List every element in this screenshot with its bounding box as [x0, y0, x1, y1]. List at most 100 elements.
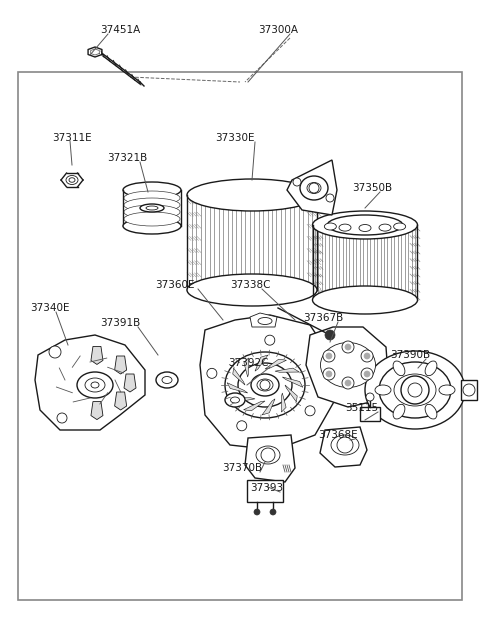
Ellipse shape [394, 223, 406, 230]
Ellipse shape [321, 342, 375, 387]
Circle shape [305, 406, 315, 416]
Ellipse shape [225, 393, 245, 407]
Circle shape [254, 509, 260, 515]
Ellipse shape [394, 374, 436, 406]
Ellipse shape [124, 198, 180, 212]
Circle shape [463, 384, 475, 396]
Ellipse shape [439, 385, 455, 395]
Ellipse shape [140, 204, 164, 212]
Polygon shape [233, 368, 245, 385]
Circle shape [270, 509, 276, 515]
Ellipse shape [339, 224, 351, 231]
Ellipse shape [156, 372, 178, 388]
Circle shape [323, 368, 335, 380]
Polygon shape [231, 398, 255, 402]
Ellipse shape [327, 215, 403, 235]
Text: 37392C: 37392C [228, 358, 268, 368]
Ellipse shape [69, 178, 75, 182]
Text: 35115: 35115 [345, 403, 378, 413]
Ellipse shape [324, 223, 336, 230]
Circle shape [323, 350, 335, 362]
Ellipse shape [300, 176, 328, 200]
Ellipse shape [187, 179, 317, 211]
Polygon shape [244, 358, 249, 377]
Circle shape [261, 448, 275, 462]
Circle shape [364, 353, 370, 359]
Circle shape [293, 178, 301, 186]
Polygon shape [262, 399, 275, 415]
Ellipse shape [251, 374, 279, 396]
Circle shape [361, 350, 373, 362]
Circle shape [345, 380, 351, 386]
Ellipse shape [375, 385, 391, 395]
Text: 37300A: 37300A [258, 25, 298, 35]
Ellipse shape [307, 182, 321, 193]
Bar [247, 480, 283, 502]
Polygon shape [243, 401, 265, 411]
Text: 37390B: 37390B [390, 350, 430, 360]
Ellipse shape [425, 361, 437, 376]
Ellipse shape [124, 205, 180, 219]
Text: 37330E: 37330E [215, 133, 254, 143]
Polygon shape [265, 359, 287, 369]
Polygon shape [91, 402, 103, 420]
Ellipse shape [66, 176, 78, 185]
Ellipse shape [379, 224, 391, 231]
Circle shape [361, 368, 373, 380]
Circle shape [342, 341, 354, 353]
Polygon shape [320, 427, 367, 467]
Circle shape [326, 371, 332, 377]
Ellipse shape [77, 372, 113, 398]
Ellipse shape [124, 212, 180, 226]
Ellipse shape [393, 361, 405, 376]
Text: 37367B: 37367B [303, 313, 343, 323]
Ellipse shape [85, 378, 105, 392]
Polygon shape [200, 315, 335, 450]
Ellipse shape [162, 376, 172, 384]
Ellipse shape [312, 286, 418, 314]
Circle shape [49, 346, 61, 358]
Polygon shape [287, 160, 337, 215]
Ellipse shape [258, 318, 272, 324]
Ellipse shape [312, 211, 418, 239]
Bar [360, 407, 380, 421]
Text: 37350B: 37350B [352, 183, 392, 193]
Circle shape [260, 380, 270, 390]
Polygon shape [250, 313, 277, 327]
Text: 37311E: 37311E [52, 133, 92, 143]
Polygon shape [255, 355, 268, 371]
Ellipse shape [123, 182, 181, 198]
Circle shape [309, 183, 319, 193]
Circle shape [326, 194, 334, 202]
Bar [461, 380, 477, 400]
Ellipse shape [230, 397, 240, 403]
Polygon shape [282, 377, 303, 387]
Polygon shape [275, 368, 299, 372]
Ellipse shape [379, 362, 451, 418]
Circle shape [325, 330, 335, 340]
Text: 37340E: 37340E [30, 303, 70, 313]
Circle shape [337, 437, 353, 453]
Polygon shape [124, 374, 136, 392]
Circle shape [366, 393, 374, 401]
Ellipse shape [124, 191, 180, 205]
Ellipse shape [123, 218, 181, 234]
Polygon shape [227, 383, 248, 393]
Circle shape [345, 344, 351, 350]
Ellipse shape [146, 206, 158, 210]
Polygon shape [285, 385, 297, 402]
Circle shape [326, 353, 332, 359]
Polygon shape [245, 435, 295, 482]
Circle shape [57, 413, 67, 423]
Polygon shape [115, 392, 127, 410]
Circle shape [237, 421, 247, 431]
Text: 37451A: 37451A [100, 25, 140, 35]
Circle shape [265, 335, 275, 345]
Ellipse shape [256, 446, 280, 464]
Ellipse shape [393, 404, 405, 419]
Ellipse shape [359, 224, 371, 232]
Ellipse shape [365, 351, 465, 429]
Ellipse shape [331, 435, 359, 455]
Polygon shape [115, 356, 127, 374]
Circle shape [207, 368, 217, 378]
